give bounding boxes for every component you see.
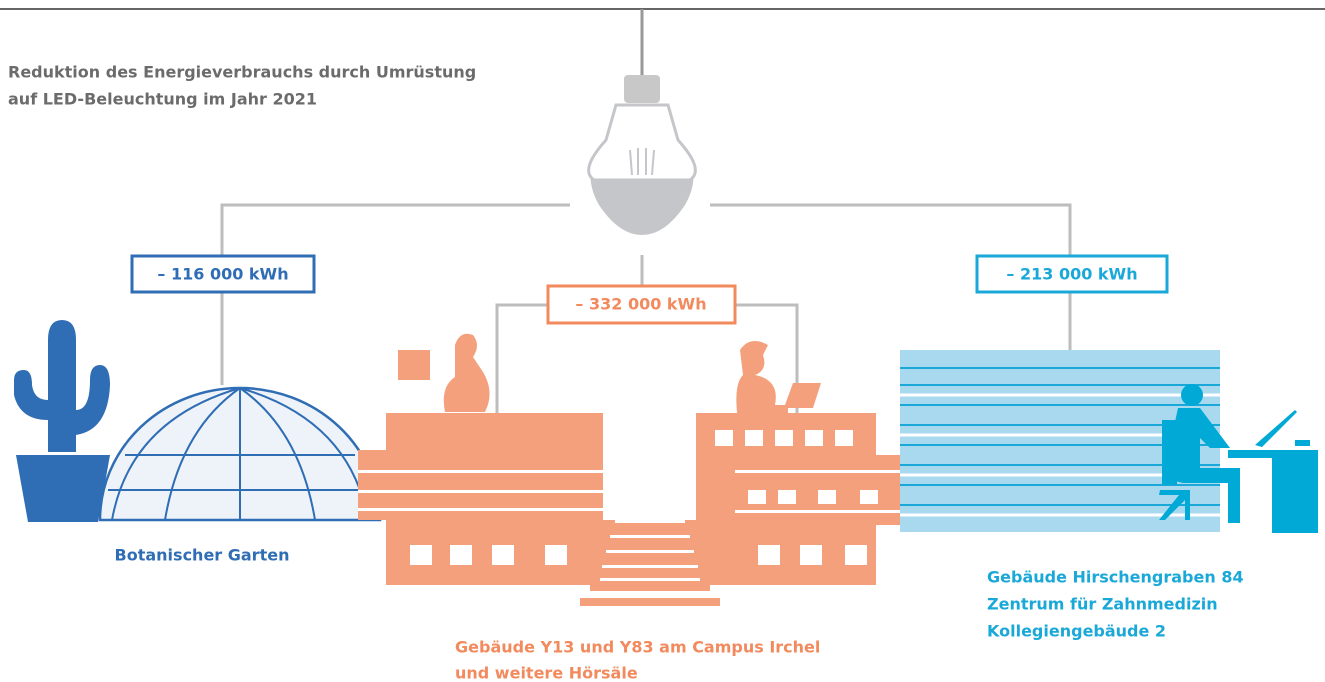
- building-label: und weitere Hörsäle: [455, 664, 638, 682]
- value-label: – 116 000 kWh: [157, 265, 288, 284]
- title-line: auf LED-Beleuchtung im Jahr 2021: [8, 90, 317, 109]
- building-label: Botanischer Garten: [115, 546, 290, 565]
- building-label: Gebäude Y13 und Y83 am Campus Irchel: [455, 638, 820, 657]
- value-label: – 332 000 kWh: [575, 295, 706, 314]
- irchel-illustration: [358, 334, 977, 606]
- greenhouse-illustration: [14, 320, 380, 522]
- building-label: Zentrum für Zahnmedizin: [987, 595, 1218, 614]
- hirschengraben-illustration: [900, 350, 1318, 533]
- title-line: Reduktion des Energieverbrauchs durch Um…: [8, 63, 476, 82]
- building-label: Gebäude Hirschengraben 84: [987, 568, 1244, 587]
- bulb: [589, 9, 696, 235]
- value-label: – 213 000 kWh: [1006, 265, 1137, 284]
- infographic: Reduktion des Energieverbrauchs durch Um…: [0, 0, 1325, 682]
- building-label: Kollegiengebäude 2: [987, 622, 1166, 641]
